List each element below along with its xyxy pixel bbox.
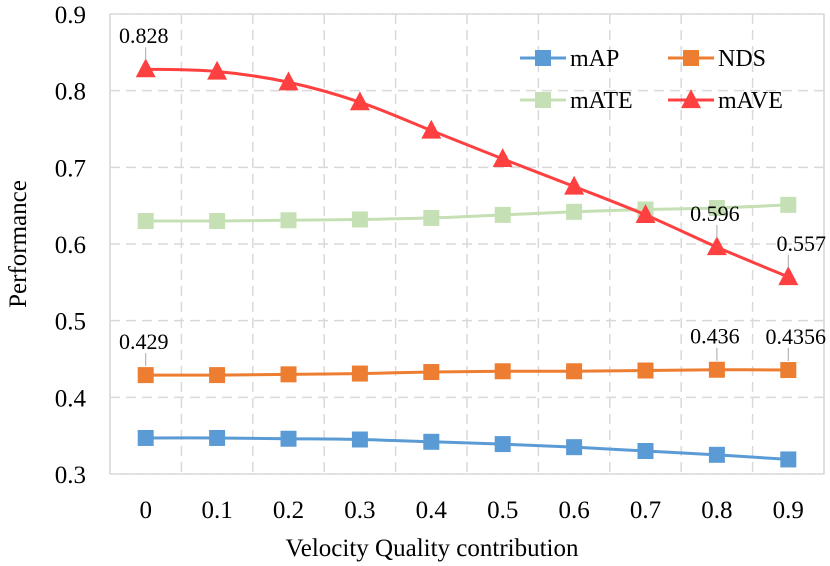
mave-point xyxy=(135,58,156,78)
mave-point xyxy=(278,71,299,91)
y-tick-label: 0.5 xyxy=(55,309,86,336)
nds-point xyxy=(637,362,654,379)
map-point xyxy=(423,433,440,450)
x-tick-label: 0.3 xyxy=(344,497,375,524)
mate-point xyxy=(708,199,725,216)
tick-labels: 0.3 0.4 0.5 0.6 0.7 0.8 0.9 0 0.1 0.2 0.3 0.4 0.5 0.6… xyxy=(55,2,804,524)
mave-line xyxy=(145,67,789,279)
map-point xyxy=(137,429,154,446)
legend-label: mATE xyxy=(570,88,633,114)
nds-point xyxy=(280,366,297,383)
x-tick-label: 0.6 xyxy=(558,497,589,524)
y-tick-label: 0.8 xyxy=(55,79,86,106)
mave-point xyxy=(207,60,228,80)
grid xyxy=(109,13,825,475)
x-tick-label: 0.1 xyxy=(201,497,232,524)
nds-point xyxy=(137,367,154,384)
mate-point xyxy=(280,212,297,229)
legend-item-map: mAP xyxy=(520,46,619,72)
mate-point xyxy=(566,203,583,220)
legend-item-mate: mATE xyxy=(520,88,633,114)
data-label: 0.4356 xyxy=(766,324,827,349)
series-mate xyxy=(137,196,797,229)
mate-point xyxy=(351,211,368,228)
nds-point xyxy=(566,363,583,380)
y-tick-label: 0.7 xyxy=(55,155,86,182)
nds-point xyxy=(423,364,440,381)
data-label: 0.596 xyxy=(690,201,740,226)
x-tick-label: 0.4 xyxy=(416,497,448,524)
legend-label: mAP xyxy=(570,46,619,72)
nds-point xyxy=(209,367,226,384)
legend-swatch-marker xyxy=(535,92,551,108)
legend-item-mave: mAVE xyxy=(668,88,783,114)
map-point xyxy=(351,431,368,448)
mate-point xyxy=(494,206,511,223)
series-nds xyxy=(137,361,797,384)
y-tick-label: 0.6 xyxy=(55,232,86,259)
legend-swatch-marker xyxy=(683,50,699,66)
mave-point xyxy=(564,175,585,195)
x-axis-title: Velocity Quality contribution xyxy=(285,535,579,562)
series-layer xyxy=(135,58,799,468)
data-labels: 0.828 0.596 0.557 0.429 0.436 0.4356 xyxy=(119,23,827,367)
x-tick-label: 0.8 xyxy=(701,497,732,524)
map-point xyxy=(637,443,654,459)
map-point xyxy=(209,429,226,446)
y-axis-title: Performance xyxy=(5,180,32,308)
nds-line xyxy=(145,368,789,377)
x-tick-label: 0.9 xyxy=(773,497,804,524)
series-map xyxy=(137,429,797,468)
mave-point xyxy=(706,236,727,256)
mave-point xyxy=(492,148,513,167)
map-point xyxy=(280,430,297,447)
nds-point xyxy=(780,362,797,379)
nds-point xyxy=(494,363,511,380)
mate-line xyxy=(145,203,789,223)
mave-point xyxy=(421,119,442,139)
map-line xyxy=(145,436,789,461)
mate-point xyxy=(780,196,797,213)
mave-point xyxy=(349,91,370,111)
legend-label: NDS xyxy=(718,46,766,72)
legend: mAP NDS mATE mAVE xyxy=(520,46,783,114)
x-tick-label: 0.5 xyxy=(487,497,518,524)
mate-point xyxy=(137,213,154,229)
legend-swatch-marker xyxy=(681,89,701,109)
data-label: 0.828 xyxy=(119,23,169,48)
legend-label: mAVE xyxy=(718,88,783,114)
map-point xyxy=(566,439,583,456)
y-tick-label: 0.3 xyxy=(55,462,86,489)
map-point xyxy=(494,436,511,453)
mave-point xyxy=(778,266,799,286)
series-mave xyxy=(135,58,799,286)
mate-point xyxy=(209,213,226,229)
x-tick-label: 0 xyxy=(139,497,152,524)
data-label: 0.429 xyxy=(119,329,169,354)
map-point xyxy=(708,446,725,463)
nds-point xyxy=(708,361,725,378)
x-tick-label: 0.2 xyxy=(273,497,304,524)
y-tick-label: 0.4 xyxy=(55,385,87,412)
legend-item-nds: NDS xyxy=(668,46,766,72)
mate-point xyxy=(423,209,440,226)
y-tick-label: 0.9 xyxy=(55,2,86,29)
nds-point xyxy=(351,365,368,382)
x-tick-label: 0.7 xyxy=(630,497,661,524)
legend-swatch-marker xyxy=(535,50,551,66)
map-point xyxy=(780,451,797,468)
data-label: 0.436 xyxy=(690,324,740,349)
data-label: 0.557 xyxy=(777,231,827,256)
mave-point xyxy=(635,204,656,223)
